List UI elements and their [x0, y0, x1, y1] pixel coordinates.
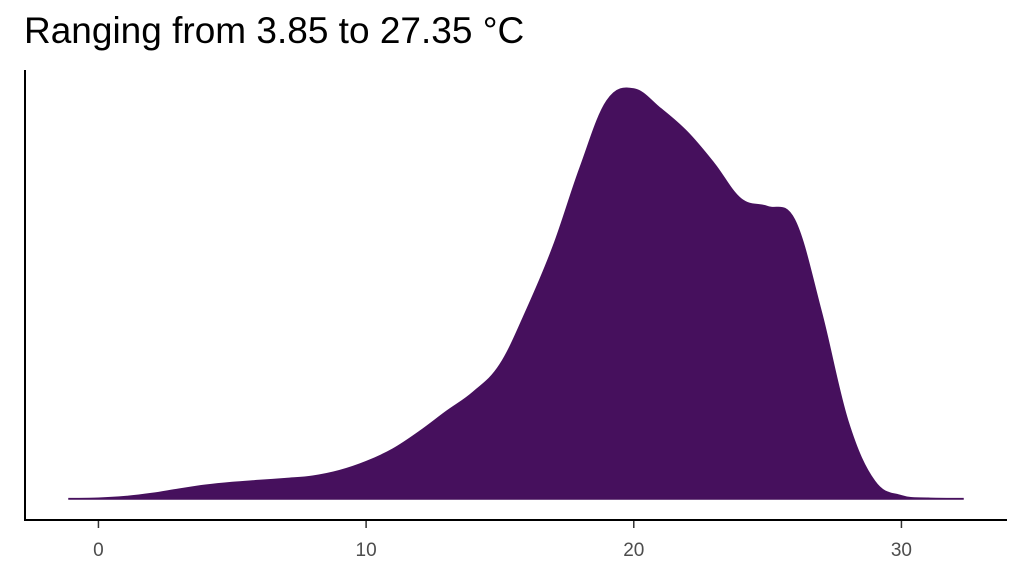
chart-title: Ranging from 3.85 to 27.35 °C — [24, 10, 525, 51]
x-axis-ticks: 0 10 20 30 — [93, 521, 912, 561]
x-tick-label: 20 — [623, 540, 644, 561]
density-area — [68, 87, 964, 500]
x-tick-label: 0 — [93, 540, 104, 561]
x-tick-label: 30 — [891, 540, 912, 561]
x-tick-label: 10 — [356, 540, 377, 561]
density-area-layer — [68, 87, 964, 500]
